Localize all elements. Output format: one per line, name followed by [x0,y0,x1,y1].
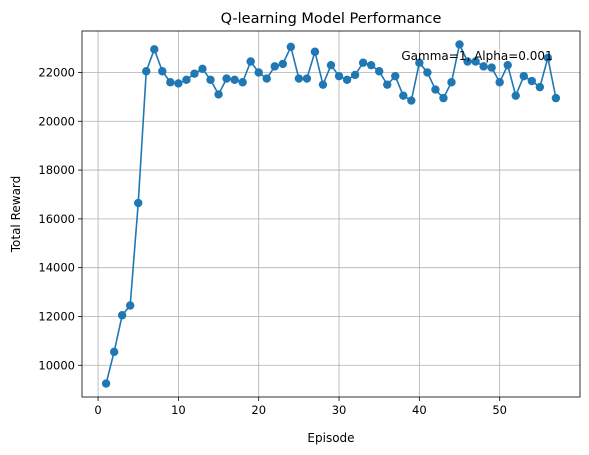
data-point [222,74,231,83]
y-tick-label: 14000 [38,261,75,275]
data-point [134,198,143,208]
data-point [358,58,368,67]
parameter-annotation: Gamma=1, Alpha=0.001 [401,49,552,63]
data-point [471,57,480,66]
data-point [399,91,408,100]
data-point [407,96,416,105]
data-point [326,60,336,70]
data-point [527,76,537,86]
y-tick-label: 10000 [38,358,75,372]
chart-title: Q-learning Model Performance [221,11,442,27]
data-point [551,93,561,103]
data-point [535,82,545,92]
data-point [278,59,288,69]
data-point [495,78,504,87]
data-point [318,80,328,89]
x-tick-label: 10 [171,403,186,417]
data-point [423,68,432,77]
y-tick-label: 22000 [38,65,75,79]
data-point [246,57,255,66]
data-point [463,57,472,66]
data-point [270,62,279,71]
data-point [310,47,320,56]
series-layer [101,40,561,388]
x-tick-label: 50 [492,403,507,417]
data-point [383,80,392,89]
data-point [125,301,135,310]
y-tick-label: 20000 [38,114,75,128]
x-tick-label: 0 [94,403,101,417]
x-tick-label: 20 [251,403,266,417]
data-point [350,70,360,80]
data-point [182,75,191,85]
data-point [142,67,151,76]
data-point [479,62,488,71]
data-point [294,74,304,83]
data-point [519,71,528,81]
data-point [286,42,296,52]
data-point [190,69,199,78]
plot-frame [81,30,581,398]
data-point [503,60,512,70]
data-point [158,67,167,76]
data-point [391,71,400,81]
y-axis-label: Total Reward [9,176,23,254]
data-point [166,78,175,87]
data-point [342,75,352,85]
axis-ticks: 0 10 20 30 40 50 10000 12000 14000 16000 18000 2000… [38,65,507,417]
x-axis-label: Episode [307,431,354,445]
y-tick-label: 16000 [38,212,75,226]
data-point [455,40,464,49]
data-point [150,45,159,54]
data-point [302,74,312,83]
data-point [238,78,247,87]
data-point [431,85,440,94]
data-point [374,67,384,76]
data-point [174,79,183,88]
data-point [109,347,119,357]
y-tick-label: 18000 [38,163,75,177]
grid [82,31,580,397]
data-point [254,68,263,77]
data-point [101,379,111,388]
data-point [206,75,215,85]
data-point [511,91,520,100]
x-tick-label: 40 [412,403,427,417]
data-point [366,60,376,70]
data-point [543,53,553,63]
data-point [230,75,239,85]
data-point [487,63,496,72]
data-point [214,90,223,99]
data-point [415,58,424,67]
data-point [198,64,207,74]
data-point [117,311,127,320]
data-point [334,71,344,81]
series-line [105,41,557,384]
data-point [262,74,271,83]
x-tick-label: 30 [332,403,347,417]
data-point [439,93,448,103]
y-tick-label: 12000 [38,309,75,323]
data-point [447,78,456,87]
